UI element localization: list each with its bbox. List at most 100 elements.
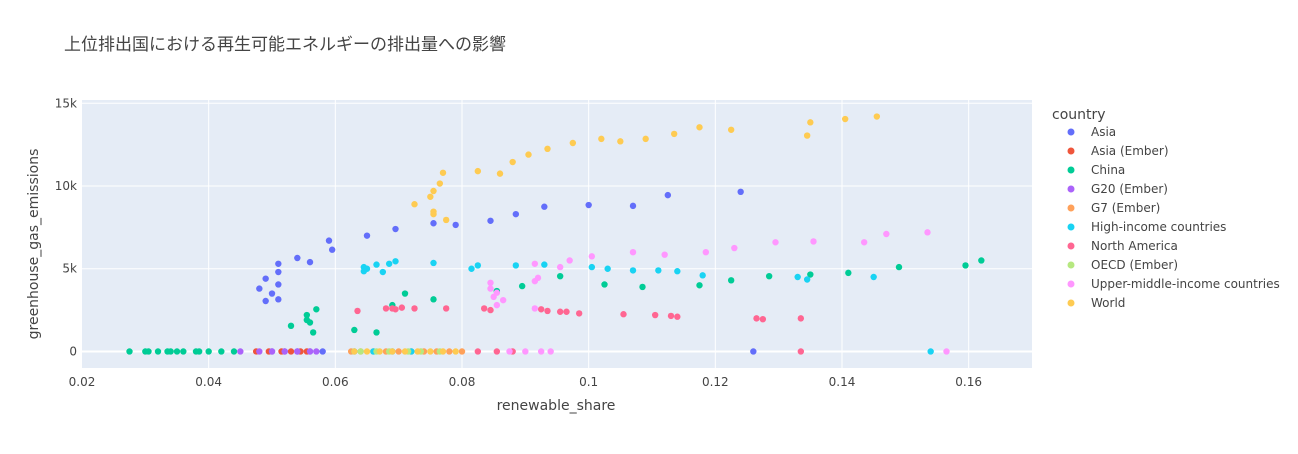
data-point (556, 308, 564, 315)
data-point (275, 281, 282, 288)
legend-marker (1067, 242, 1075, 250)
data-point (452, 348, 459, 355)
legend-marker (1067, 166, 1075, 174)
data-point (803, 276, 811, 283)
data-point (195, 348, 203, 355)
data-point (126, 348, 133, 355)
data-point (427, 193, 434, 200)
data-point (541, 203, 548, 210)
data-point (442, 305, 450, 312)
data-point (268, 290, 276, 297)
legend-label: World (1091, 296, 1125, 310)
data-point (518, 282, 526, 290)
data-point (696, 124, 703, 131)
data-point (604, 265, 611, 272)
data-point (699, 272, 706, 279)
x-axis-ticks: 0.02 0.04 0.06 0.08 0.1 0.12 0.14 0.16 (69, 375, 982, 389)
data-point (313, 306, 320, 313)
legend-item[interactable]: G7 (Ember) (1067, 201, 1161, 215)
data-point (180, 348, 187, 355)
legend-item[interactable]: Asia (1067, 125, 1117, 139)
legend-label: Upper-middle-income countries (1091, 277, 1280, 291)
x-tick-label: 0.04 (195, 375, 222, 389)
data-point (601, 281, 608, 288)
data-point (446, 348, 453, 355)
data-point (474, 348, 482, 355)
data-point (275, 260, 282, 267)
data-point (427, 348, 434, 355)
data-point (512, 210, 520, 218)
data-point (439, 169, 447, 176)
data-point (674, 313, 681, 320)
legend-item[interactable]: Upper-middle-income countries (1067, 277, 1280, 291)
data-point (547, 348, 554, 355)
legend-item[interactable]: G20 (Ember) (1067, 182, 1168, 196)
legend-item[interactable]: North America (1067, 239, 1178, 253)
data-point (256, 285, 263, 292)
data-point (629, 202, 637, 210)
data-point (218, 348, 225, 355)
legend-marker (1067, 280, 1075, 288)
data-point (230, 348, 238, 355)
series-world (351, 113, 881, 355)
data-point (860, 239, 868, 246)
data-point (531, 305, 539, 312)
data-point (797, 348, 805, 355)
data-point (563, 308, 570, 315)
data-point (373, 329, 380, 336)
data-point (309, 329, 317, 336)
data-point (395, 348, 402, 355)
data-point (411, 201, 418, 208)
data-point (737, 188, 744, 196)
data-point (569, 139, 577, 147)
data-point (430, 220, 437, 227)
data-point (237, 348, 244, 355)
data-point (493, 301, 501, 309)
data-point (506, 348, 513, 355)
data-point (430, 187, 437, 195)
series-china (126, 257, 985, 355)
data-point (430, 208, 437, 215)
data-point (145, 348, 152, 355)
legend-label: OECD (Ember) (1091, 258, 1178, 272)
data-point (873, 113, 881, 120)
data-point (487, 279, 494, 287)
legend-item[interactable]: World (1067, 296, 1126, 310)
data-point (351, 326, 358, 334)
data-point (354, 307, 361, 315)
data-point (268, 348, 276, 355)
data-point (499, 296, 507, 304)
data-point (442, 216, 450, 224)
legend-marker (1067, 299, 1075, 307)
data-point (452, 221, 459, 229)
data-point (328, 246, 336, 253)
data-point (810, 238, 817, 245)
legend-item[interactable]: OECD (Ember) (1067, 258, 1179, 272)
data-point (287, 322, 295, 330)
data-point (522, 348, 529, 355)
data-point (702, 248, 710, 256)
legend-marker (1067, 147, 1075, 155)
legend-item[interactable]: China (1067, 163, 1126, 177)
x-tick-label: 0.02 (69, 375, 96, 389)
data-point (303, 311, 311, 319)
data-point (512, 262, 520, 269)
data-point (943, 348, 950, 355)
data-point (651, 311, 659, 319)
data-point (306, 258, 314, 266)
data-point (661, 251, 668, 258)
legend-item[interactable]: High-income countries (1067, 220, 1227, 234)
legend-label: G7 (Ember) (1091, 201, 1160, 215)
data-point (439, 348, 447, 355)
legend-marker (1067, 128, 1075, 136)
data-point (392, 306, 399, 313)
legend-item[interactable]: Asia (Ember) (1067, 144, 1169, 158)
data-point (392, 258, 399, 265)
data-point (794, 273, 801, 281)
data-point (629, 267, 637, 274)
data-point (474, 167, 482, 175)
data-point (639, 283, 646, 291)
data-point (493, 289, 501, 296)
data-point (617, 138, 624, 145)
legend[interactable]: country Asia Asia (Ember) China G20 (Ember)… (1052, 107, 1280, 310)
